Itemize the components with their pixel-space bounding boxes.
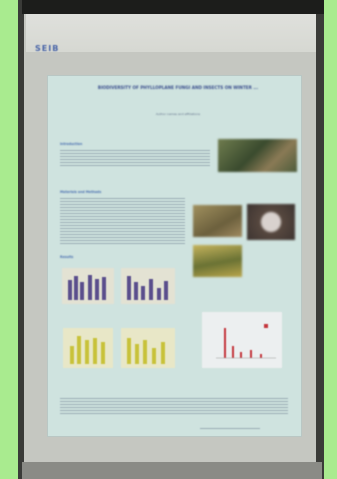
field-photo — [218, 139, 297, 172]
bar-chart-2 — [121, 268, 175, 304]
leaf-photo — [193, 205, 242, 237]
poster-authors: Author names and affiliations — [155, 112, 201, 116]
left-frame-pole — [18, 0, 24, 479]
board-header — [26, 14, 316, 52]
top-frame-bar — [22, 0, 324, 14]
conclusion-text — [60, 398, 288, 414]
poster-title: BIODIVERSITY OF PHYLLOPLANE FUNGI AND IN… — [97, 85, 259, 90]
line-chart-plot — [216, 324, 276, 359]
bar-chart-4 — [121, 328, 175, 368]
line-chart — [202, 312, 282, 368]
methods-text — [60, 198, 185, 246]
board-logo: SEIB — [35, 44, 60, 53]
microscope-photo — [247, 204, 295, 240]
footer-note — [200, 428, 260, 431]
bar-chart-3 — [63, 328, 113, 368]
section-methods: Materials and Methods — [60, 190, 102, 194]
poster-sheet — [47, 75, 302, 437]
bar-chart-1 — [62, 268, 114, 304]
right-frame-pole — [316, 0, 324, 479]
section-results: Results — [60, 255, 74, 259]
section-introduction: Introduction — [60, 142, 83, 146]
crop-photo — [193, 245, 242, 277]
intro-text — [60, 150, 210, 168]
floor — [22, 462, 322, 479]
